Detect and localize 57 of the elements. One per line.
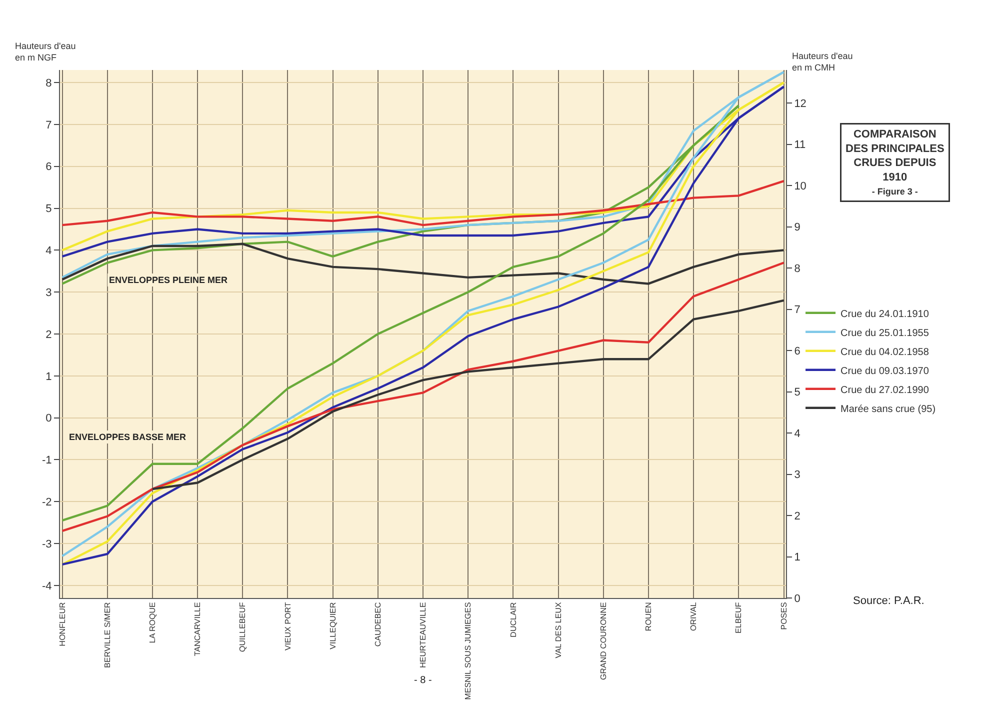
y2-axis-title: Hauteurs d'eau en m CMH	[792, 51, 853, 73]
x-tick-label: ROUEN	[644, 602, 654, 632]
x-tick-label: LA ROQUE	[148, 602, 158, 644]
y-tick-label: 3	[46, 286, 52, 299]
y-tick-label: 0	[46, 412, 52, 425]
x-tick-label: HEURTEAUVILLE	[418, 602, 428, 668]
source-note: Source: P.A.R.	[853, 595, 924, 607]
y2-tick-label: 11	[794, 139, 806, 152]
x-tick-label: VAL DES LEUX	[554, 602, 563, 658]
text: - 8 -	[414, 675, 432, 686]
legend-label: Crue du 24.01.1910	[840, 308, 930, 320]
y2-tick-label: 2	[794, 510, 800, 522]
y-tick-label: 5	[46, 203, 52, 216]
x-tick-label: VIEUX PORT	[283, 602, 292, 651]
x-tick-label: VILLEQUIER	[328, 602, 338, 650]
legend-label: Marée sans crue (95)	[840, 404, 936, 415]
legend-label: Crue du 25.01.1955	[840, 328, 930, 339]
x-tick-label: MESNIL SOUS JUMIEGES	[464, 602, 473, 700]
y-tick-label: 2	[46, 328, 52, 341]
y-tick-label: 8	[46, 77, 52, 90]
x-tick-label: POSES	[779, 602, 788, 630]
y2-tick-label: 4	[794, 428, 800, 440]
text: - Figure 3 -	[872, 186, 918, 197]
y2-tick-label: 10	[794, 180, 806, 192]
y-tick-label: -2	[42, 496, 52, 508]
y2-tick-label: 1	[794, 552, 800, 564]
x-tick-label: TANCARVILLE	[193, 602, 202, 656]
y-tick-label: 4	[46, 245, 52, 258]
y2-tick-label: 7	[794, 304, 800, 316]
y2-tick-label: 8	[794, 262, 800, 275]
annotation: ENVELOPPES PLEINE MER	[109, 275, 228, 285]
y-axis-title: Hauteurs d'eau en m NGF	[15, 41, 76, 63]
y2-tick-label: 6	[794, 345, 800, 358]
y-tick-label: 7	[46, 119, 52, 132]
y-tick-label: 1	[46, 370, 52, 383]
x-tick-label: GRAND COURONNE	[598, 602, 608, 680]
y-tick-label: -3	[42, 538, 52, 550]
x-tick-label: ELBEUF	[734, 602, 744, 634]
x-tick-label: DUCLAIR	[508, 602, 518, 638]
y2-tick-label: 3	[794, 469, 800, 482]
y2-tick-label: 0	[794, 592, 800, 605]
y2-tick-label: 9	[794, 222, 800, 234]
text: COMPARAISON DES PRINCIPALES CRUES DEPUIS 1910	[846, 128, 944, 184]
x-tick-label: HONFLEUR	[58, 602, 67, 646]
legend-label: Crue du 04.02.1958	[840, 346, 930, 358]
annotation: ENVELOPPES BASSE MER	[69, 432, 187, 442]
y-tick-label: 6	[46, 161, 52, 174]
y-tick-label: -4	[42, 580, 52, 592]
x-tick-label: ORIVAL	[689, 602, 698, 631]
y2-tick-label: 12	[794, 98, 806, 110]
x-tick-label: CAUDEBEC	[374, 602, 383, 647]
x-tick-label: QUILLEBEUF	[238, 602, 248, 652]
y-tick-label: -1	[42, 454, 52, 467]
y2-tick-label: 5	[794, 386, 800, 399]
x-tick-label: BERVILLE S/MER	[102, 602, 112, 668]
legend-label: Crue du 27.02.1990	[840, 384, 930, 396]
legend-label: Crue du 09.03.1970	[840, 366, 930, 377]
